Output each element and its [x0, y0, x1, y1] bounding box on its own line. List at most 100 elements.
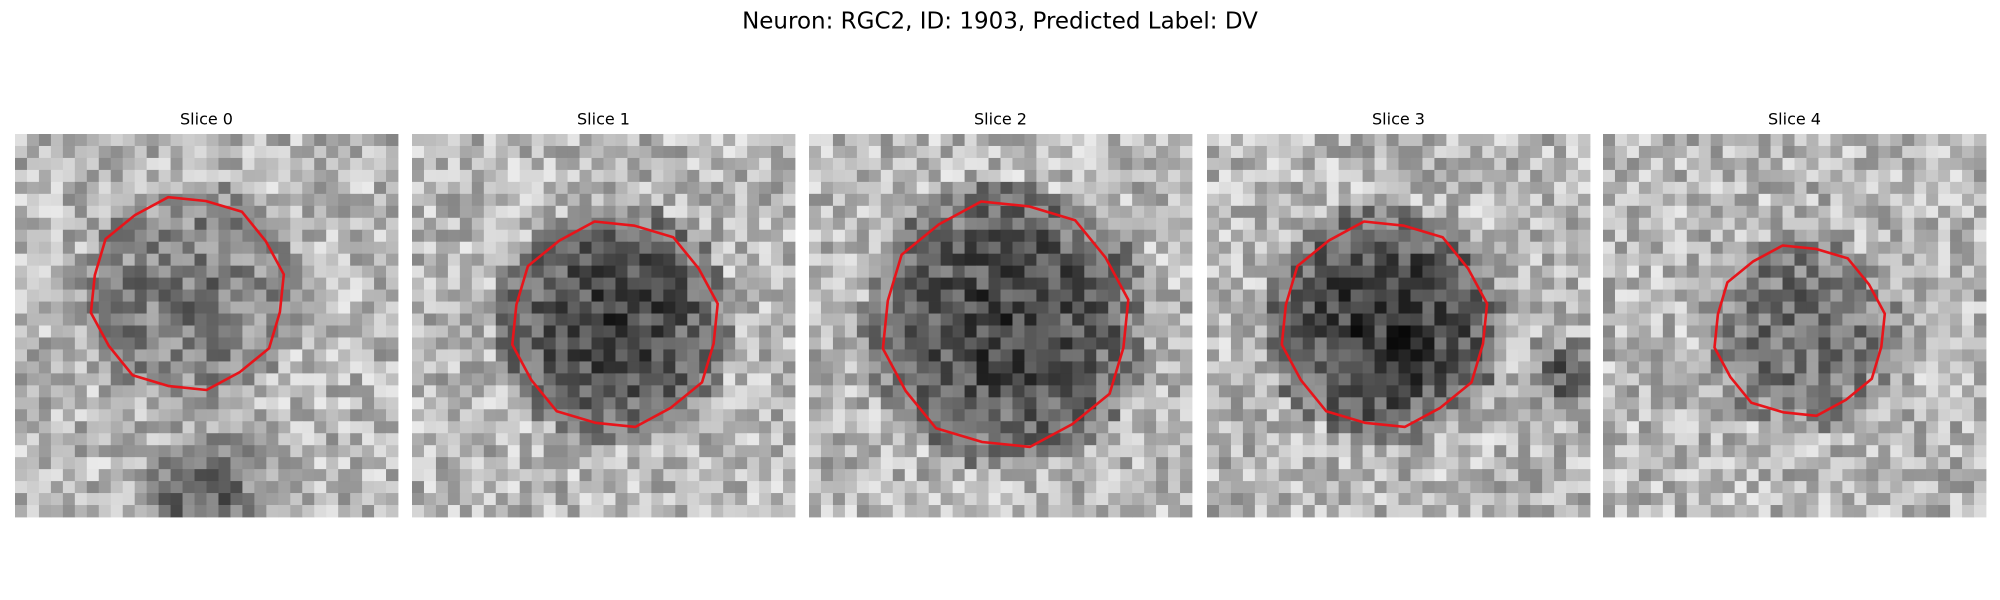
pixel	[98, 289, 112, 302]
pixel	[892, 385, 906, 398]
pixel	[1926, 205, 1939, 219]
pixel	[50, 361, 64, 374]
pixel	[1024, 217, 1037, 231]
pixel	[290, 217, 303, 231]
pixel	[1072, 505, 1085, 518]
pixel	[1024, 457, 1037, 470]
pixel	[459, 493, 473, 506]
pixel	[374, 301, 387, 314]
pixel	[856, 481, 870, 494]
pixel	[988, 349, 1001, 362]
pixel	[1938, 193, 1951, 207]
pixel	[759, 433, 772, 446]
pixel	[820, 313, 834, 326]
pixel	[1024, 241, 1037, 255]
pixel	[1242, 181, 1256, 195]
pixel	[62, 313, 76, 326]
pixel	[170, 421, 183, 434]
pixel	[1012, 337, 1025, 350]
pixel	[1674, 229, 1688, 243]
pixel	[266, 301, 279, 314]
pixel	[1914, 349, 1927, 362]
pixel	[62, 325, 76, 338]
pixel	[771, 325, 784, 338]
pixel	[1854, 169, 1867, 183]
pixel	[1482, 241, 1495, 255]
pixel	[1734, 181, 1748, 195]
pixel	[531, 445, 545, 458]
pixel	[1278, 421, 1292, 434]
pixel	[1914, 445, 1927, 458]
pixel	[543, 421, 557, 434]
pixel	[1914, 289, 1927, 302]
pixel	[1254, 385, 1268, 398]
pixel	[809, 193, 822, 207]
pixel	[1254, 301, 1268, 314]
pixel	[783, 157, 796, 171]
pixel	[1686, 421, 1700, 434]
pixel	[1914, 409, 1927, 422]
pixel	[1482, 433, 1495, 446]
pixel	[1818, 289, 1831, 302]
pixel	[170, 493, 183, 506]
pixel	[1446, 157, 1459, 171]
pixel	[1108, 325, 1121, 338]
pixel	[98, 229, 112, 243]
pixel	[158, 253, 171, 267]
pixel	[206, 205, 219, 219]
pixel	[1614, 289, 1628, 302]
pixel	[1266, 349, 1280, 362]
pixel	[483, 241, 497, 255]
pixel	[1698, 181, 1712, 195]
pixel	[1674, 337, 1688, 350]
pixel	[1902, 301, 1915, 314]
pixel	[302, 457, 315, 470]
pixel	[1168, 469, 1181, 482]
pixel	[302, 445, 315, 458]
pixel	[1866, 241, 1879, 255]
pixel	[218, 217, 231, 231]
pixel	[615, 397, 628, 410]
pixel	[519, 289, 533, 302]
pixel	[1207, 361, 1220, 374]
pixel	[1180, 265, 1193, 279]
pixel	[1710, 157, 1724, 171]
pixel	[1218, 445, 1232, 458]
pixel	[1698, 265, 1712, 279]
pixel	[832, 289, 846, 302]
pixel	[940, 157, 954, 171]
pixel	[1494, 349, 1507, 362]
pixel	[1530, 397, 1543, 410]
pixel	[567, 145, 580, 159]
pixel	[1518, 349, 1531, 362]
pixel	[988, 229, 1001, 243]
pixel	[771, 301, 784, 314]
pixel	[1290, 349, 1304, 362]
pixel	[1144, 265, 1157, 279]
pixel	[1926, 445, 1939, 458]
pixel	[783, 169, 796, 183]
pixel	[771, 457, 784, 470]
pixel	[892, 493, 906, 506]
pixel	[182, 253, 195, 267]
pixel	[1974, 205, 1987, 219]
pixel	[1096, 325, 1109, 338]
pixel	[1108, 205, 1121, 219]
pixel	[880, 325, 894, 338]
pixel	[976, 313, 989, 326]
pixel	[1048, 361, 1061, 374]
pixel	[15, 313, 28, 326]
pixel	[1120, 193, 1133, 207]
pixel	[423, 457, 437, 470]
pixel	[471, 229, 485, 243]
pixel	[507, 337, 521, 350]
pixel	[1746, 145, 1759, 159]
pixel	[1302, 397, 1316, 410]
pixel	[603, 385, 616, 398]
pixel	[471, 505, 485, 518]
pixel	[1578, 313, 1591, 326]
pixel	[615, 337, 628, 350]
pixel	[1603, 325, 1616, 338]
pixel	[507, 493, 521, 506]
pixel	[663, 181, 676, 195]
